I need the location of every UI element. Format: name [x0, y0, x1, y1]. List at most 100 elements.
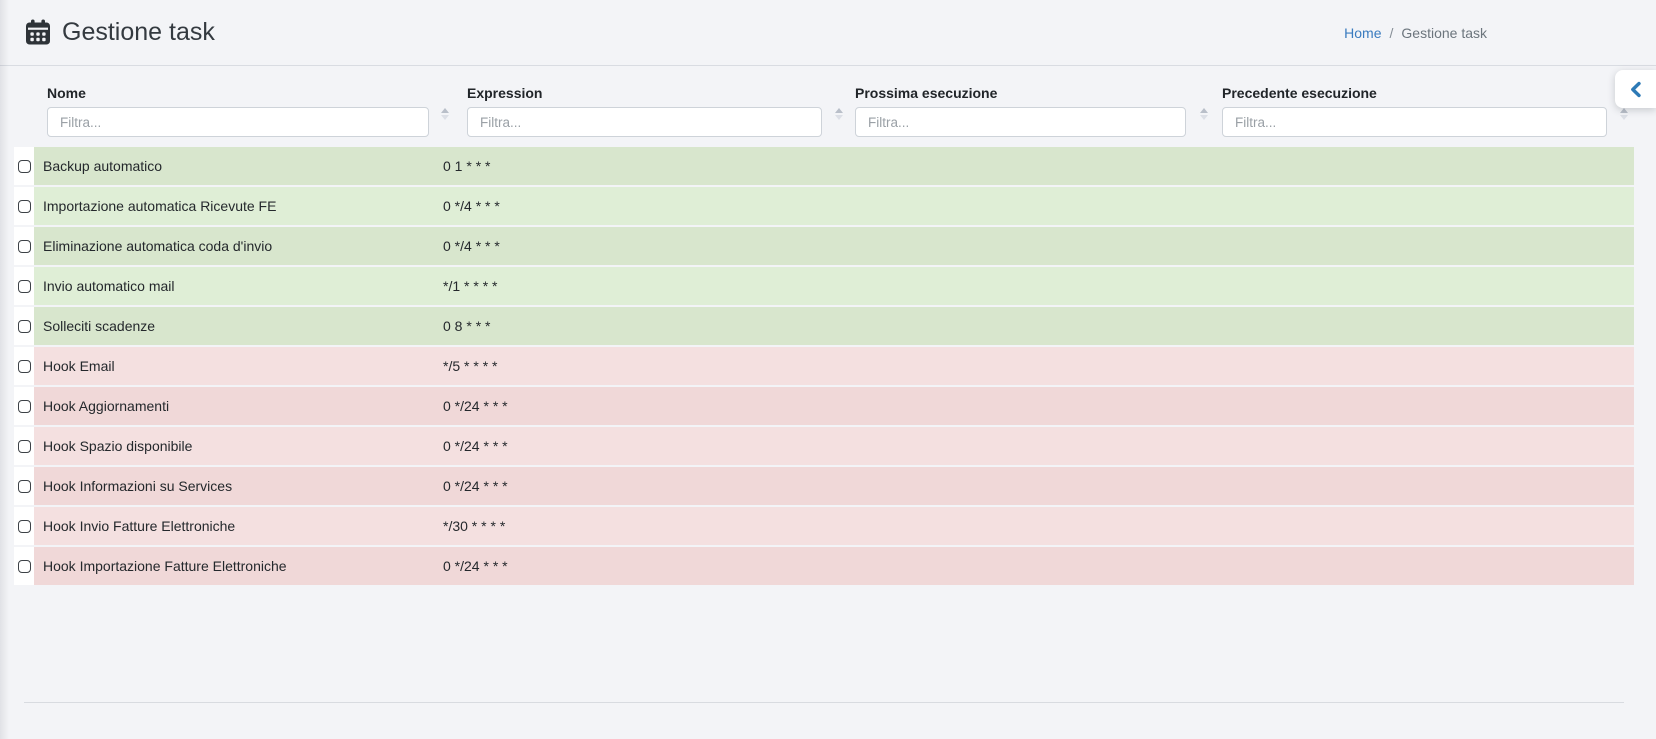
page-title-wrap: Gestione task: [25, 18, 215, 47]
task-expression-cell: 0 */4 * * *: [437, 187, 827, 225]
row-select-checkbox[interactable]: [17, 279, 31, 293]
task-next-execution-cell: [827, 267, 1197, 305]
row-select-cell: [14, 267, 34, 305]
task-expression-cell: 0 1 * * *: [437, 147, 827, 185]
task-next-execution-cell: [827, 507, 1197, 545]
sort-carets-icon[interactable]: [1199, 108, 1209, 120]
task-expression-cell: 0 8 * * *: [437, 307, 827, 345]
task-expression-cell: 0 */24 * * *: [437, 427, 827, 465]
task-previous-execution-cell: [1197, 387, 1634, 425]
collapse-panel-button[interactable]: [1615, 70, 1656, 108]
table-row[interactable]: Hook Importazione Fatture Elettroniche 0…: [14, 547, 1634, 585]
task-table: Nome Expression Prossima esecuzione Prec…: [14, 66, 1634, 703]
row-select-cell: [14, 227, 34, 265]
table-row[interactable]: Hook Invio Fatture Elettroniche */30 * *…: [14, 507, 1634, 545]
breadcrumb-current: Gestione task: [1401, 24, 1487, 41]
table-body: Backup automatico 0 1 * * * Importazione…: [14, 147, 1634, 585]
task-next-execution-cell: [827, 227, 1197, 265]
task-previous-execution-cell: [1197, 547, 1634, 585]
row-select-cell: [14, 147, 34, 185]
task-name-cell: Hook Email: [34, 347, 437, 385]
task-next-execution-cell: [827, 147, 1197, 185]
table-row[interactable]: Hook Aggiornamenti 0 */24 * * *: [14, 387, 1634, 425]
table-row[interactable]: Importazione automatica Ricevute FE 0 */…: [14, 187, 1634, 225]
breadcrumb-home-link[interactable]: Home: [1344, 24, 1382, 41]
task-name-cell: Eliminazione automatica coda d'invio: [34, 227, 437, 265]
sort-carets-icon[interactable]: [1619, 108, 1629, 120]
row-select-checkbox[interactable]: [17, 199, 31, 213]
bottom-divider: [24, 702, 1624, 703]
task-name-cell: Invio automatico mail: [34, 267, 437, 305]
task-name-cell: Solleciti scadenze: [34, 307, 437, 345]
sort-carets-icon[interactable]: [834, 108, 844, 120]
task-next-execution-cell: [827, 307, 1197, 345]
task-next-execution-cell: [827, 347, 1197, 385]
column-header-nome: Nome: [34, 85, 437, 137]
column-label-expression[interactable]: Expression: [467, 85, 543, 101]
row-select-cell: [14, 467, 34, 505]
task-previous-execution-cell: [1197, 427, 1634, 465]
task-previous-execution-cell: [1197, 267, 1634, 305]
filter-input-expression[interactable]: [467, 107, 822, 137]
breadcrumb-separator: /: [1389, 24, 1394, 41]
sort-carets-icon[interactable]: [440, 108, 450, 120]
task-previous-execution-cell: [1197, 187, 1634, 225]
filter-input-prossima-esecuzione[interactable]: [855, 107, 1186, 137]
column-label-nome[interactable]: Nome: [47, 85, 86, 101]
row-select-checkbox[interactable]: [17, 239, 31, 253]
task-next-execution-cell: [827, 467, 1197, 505]
topbar: Gestione task Home / Gestione task: [0, 0, 1656, 66]
header-checkbox-spacer: [14, 85, 34, 137]
task-next-execution-cell: [827, 387, 1197, 425]
row-select-cell: [14, 427, 34, 465]
row-select-checkbox[interactable]: [17, 399, 31, 413]
table-row[interactable]: Eliminazione automatica coda d'invio 0 *…: [14, 227, 1634, 265]
table-row[interactable]: Backup automatico 0 1 * * *: [14, 147, 1634, 185]
task-previous-execution-cell: [1197, 347, 1634, 385]
task-previous-execution-cell: [1197, 147, 1634, 185]
row-select-cell: [14, 187, 34, 225]
task-expression-cell: */5 * * * *: [437, 347, 827, 385]
filter-input-nome[interactable]: [47, 107, 429, 137]
row-select-cell: [14, 547, 34, 585]
column-header-prossima-esecuzione: Prossima esecuzione: [827, 85, 1197, 137]
task-next-execution-cell: [827, 187, 1197, 225]
table-row[interactable]: Invio automatico mail */1 * * * *: [14, 267, 1634, 305]
task-previous-execution-cell: [1197, 227, 1634, 265]
calendar-icon: [25, 19, 51, 46]
task-next-execution-cell: [827, 547, 1197, 585]
table-row[interactable]: Solleciti scadenze 0 8 * * *: [14, 307, 1634, 345]
left-edge-shadow: [0, 0, 9, 739]
row-select-checkbox[interactable]: [17, 439, 31, 453]
row-select-checkbox[interactable]: [17, 479, 31, 493]
task-next-execution-cell: [827, 427, 1197, 465]
column-label-prossima-esecuzione[interactable]: Prossima esecuzione: [855, 85, 998, 101]
table-row[interactable]: Hook Informazioni su Services 0 */24 * *…: [14, 467, 1634, 505]
task-name-cell: Hook Spazio disponibile: [34, 427, 437, 465]
row-select-cell: [14, 347, 34, 385]
chevron-left-icon: [1628, 81, 1644, 98]
column-header-expression: Expression: [437, 85, 827, 137]
table-header-row: Nome Expression Prossima esecuzione Prec…: [14, 66, 1634, 137]
page-title: Gestione task: [62, 18, 215, 46]
filter-input-precedente-esecuzione[interactable]: [1222, 107, 1607, 137]
task-name-cell: Hook Importazione Fatture Elettroniche: [34, 547, 437, 585]
row-select-cell: [14, 387, 34, 425]
breadcrumb: Home / Gestione task: [1344, 0, 1487, 65]
row-select-checkbox[interactable]: [17, 159, 31, 173]
task-expression-cell: 0 */24 * * *: [437, 387, 827, 425]
row-select-checkbox[interactable]: [17, 319, 31, 333]
row-select-checkbox[interactable]: [17, 359, 31, 373]
row-select-cell: [14, 307, 34, 345]
task-expression-cell: 0 */4 * * *: [437, 227, 827, 265]
table-row[interactable]: Hook Spazio disponibile 0 */24 * * *: [14, 427, 1634, 465]
column-header-precedente-esecuzione: Precedente esecuzione: [1197, 85, 1634, 137]
table-row[interactable]: Hook Email */5 * * * *: [14, 347, 1634, 385]
column-label-precedente-esecuzione[interactable]: Precedente esecuzione: [1222, 85, 1377, 101]
task-name-cell: Hook Invio Fatture Elettroniche: [34, 507, 437, 545]
row-select-checkbox[interactable]: [17, 559, 31, 573]
task-name-cell: Importazione automatica Ricevute FE: [34, 187, 437, 225]
task-expression-cell: */1 * * * *: [437, 267, 827, 305]
row-select-checkbox[interactable]: [17, 519, 31, 533]
task-name-cell: Hook Aggiornamenti: [34, 387, 437, 425]
